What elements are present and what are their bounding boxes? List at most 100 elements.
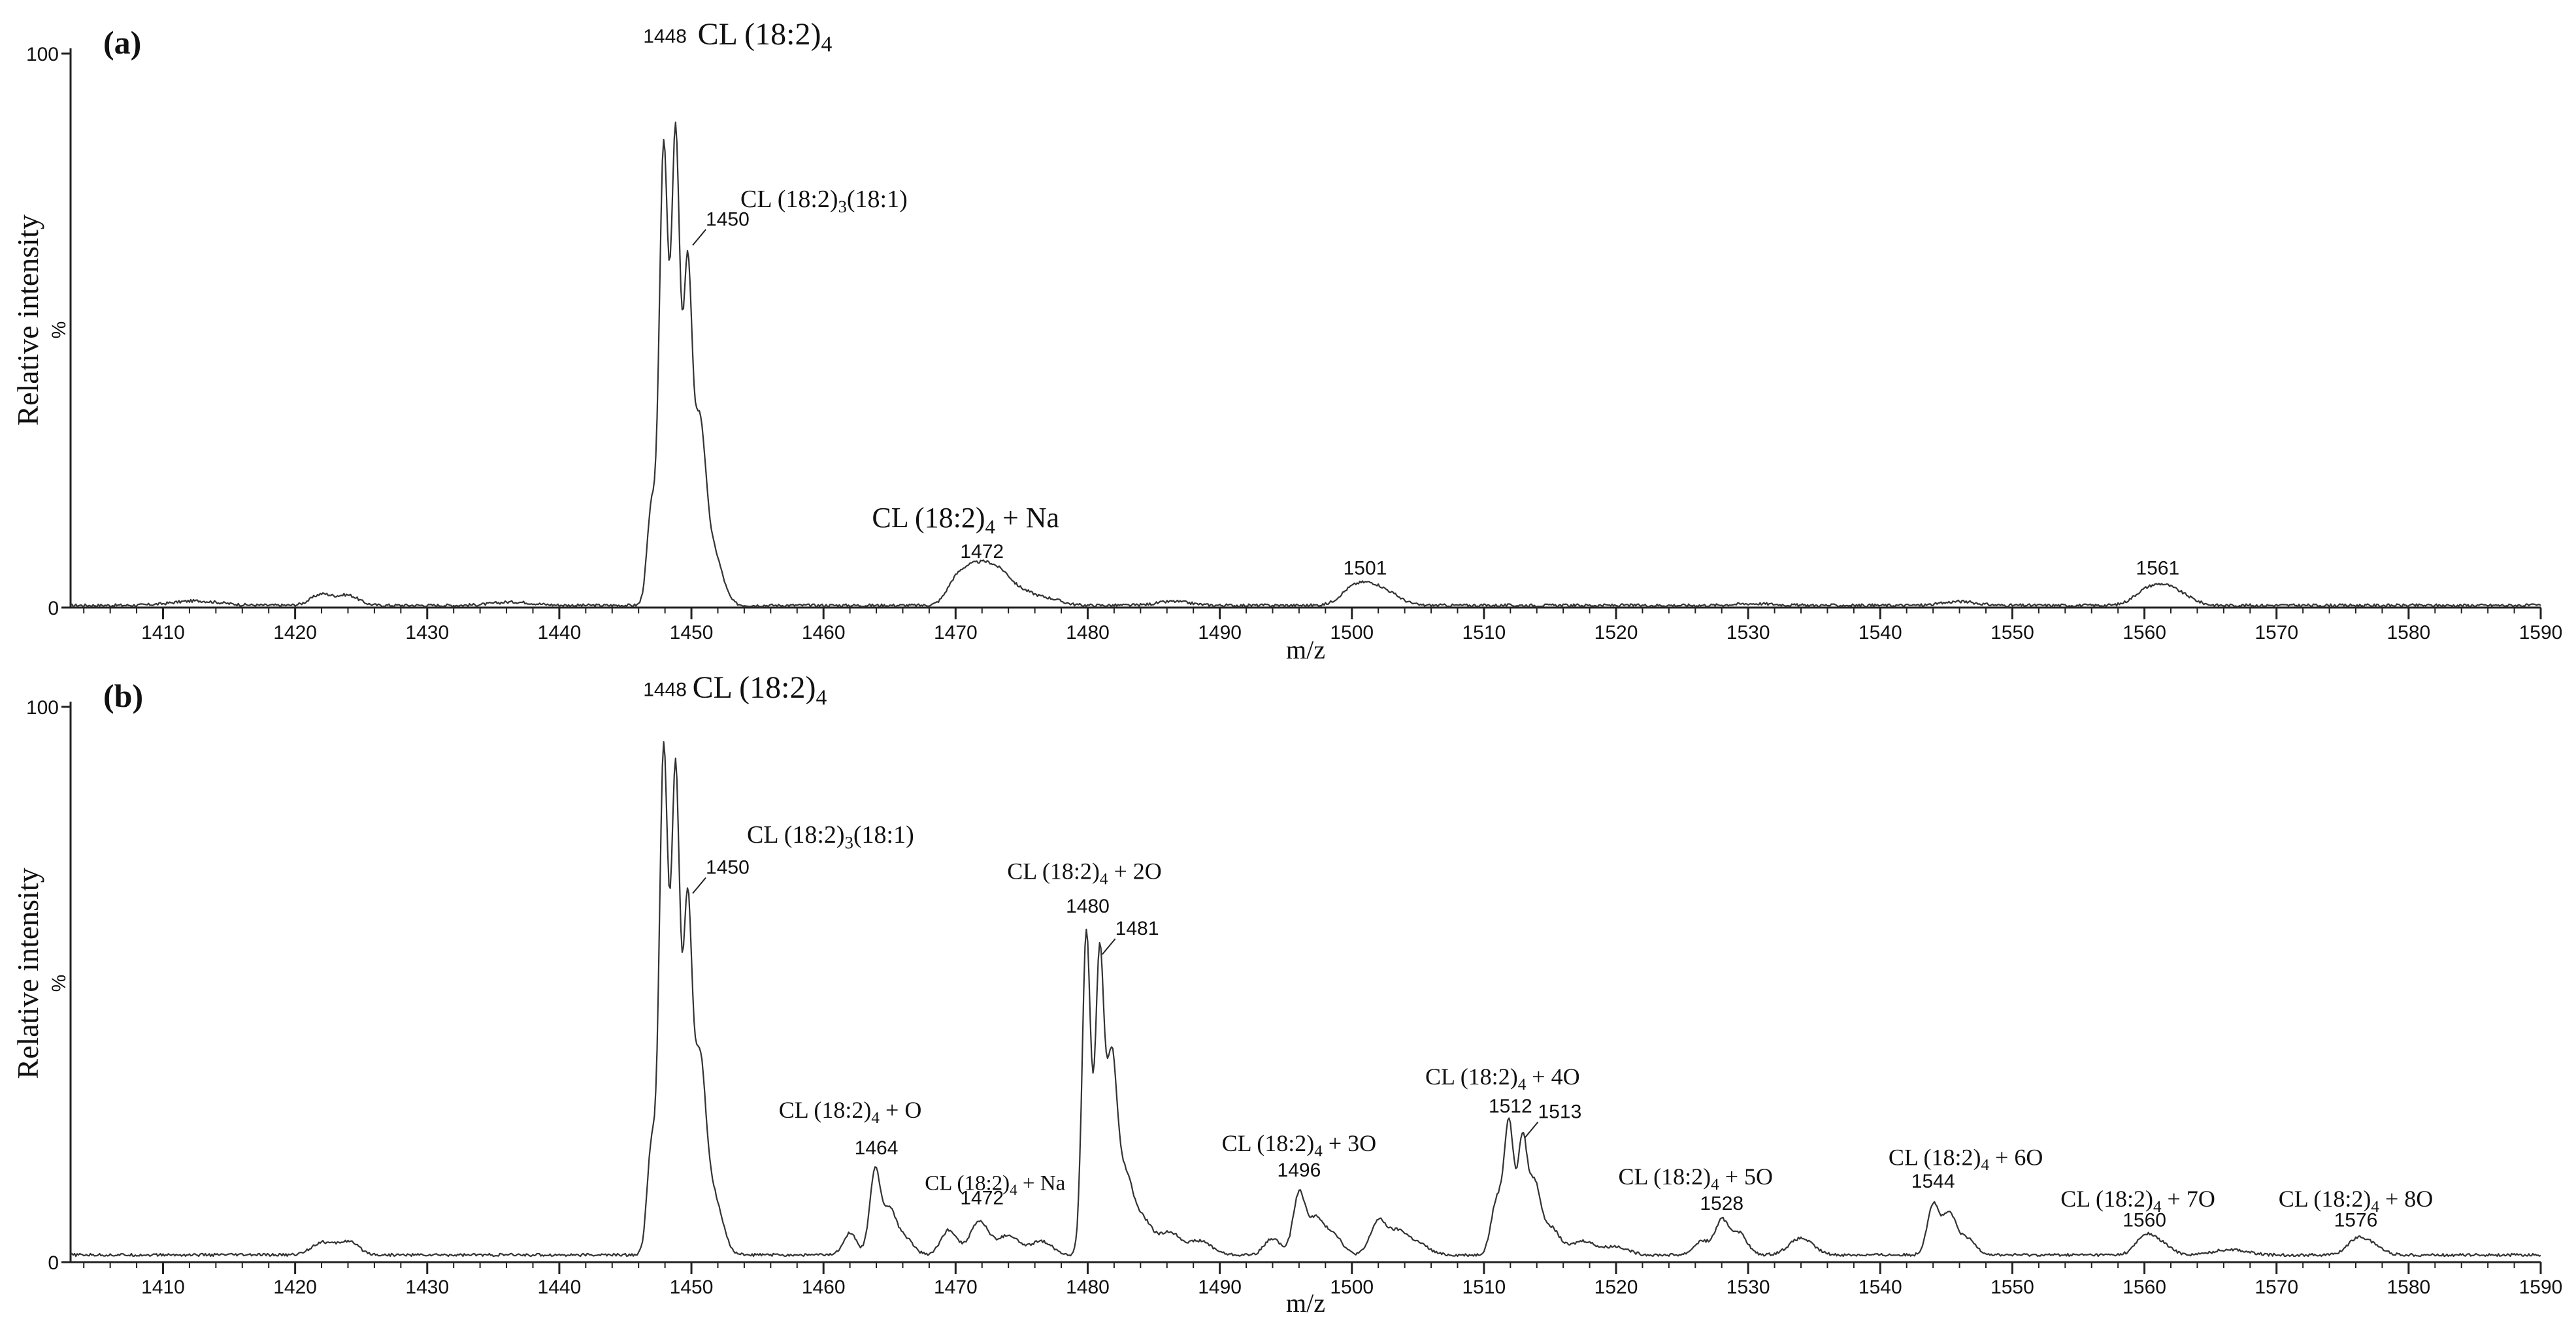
species-annotation-prefix: CL (18:2): [693, 670, 816, 705]
peak-label: 1464: [855, 1137, 899, 1159]
peak-label: 1513: [1538, 1101, 1582, 1123]
species-annotation-subscript: 4: [1010, 1181, 1017, 1198]
y-tick-label: 100: [26, 44, 59, 65]
species-annotation-subscript: 4: [821, 33, 832, 57]
species-annotation-suffix: (18:1): [853, 821, 914, 849]
y-tick-label: 100: [26, 697, 59, 719]
x-tick-label: 1500: [1330, 622, 1374, 643]
species-annotation: CL (18:2)4: [693, 670, 827, 710]
panel-label: (a): [103, 24, 141, 61]
peak-label-leader: [1101, 938, 1116, 955]
peak-label-leader: [692, 229, 706, 246]
species-annotation-prefix: CL (18:2): [1425, 1064, 1518, 1090]
species-annotation-subscript: 4: [1100, 870, 1108, 888]
x-tick-label: 1450: [670, 622, 714, 643]
peak-label-leader: [692, 877, 706, 894]
species-annotation: CL (18:2)4 + Na: [872, 502, 1059, 538]
x-axis-label: m/z: [1286, 1288, 1325, 1318]
peak-label: 1496: [1278, 1160, 1321, 1181]
x-tick-label: 1430: [405, 622, 449, 643]
species-annotation-suffix: + 2O: [1108, 858, 1161, 885]
x-tick-label: 1410: [141, 1277, 185, 1298]
species-annotation-suffix: + 6O: [1989, 1144, 2043, 1170]
y-tick-label: 0: [48, 598, 59, 619]
x-tick-label: 1510: [1462, 1277, 1506, 1298]
x-tick-label: 1430: [405, 1277, 449, 1298]
x-tick-label: 1440: [538, 622, 582, 643]
panel-label: (b): [103, 677, 143, 714]
peak-label: 1512: [1489, 1096, 1532, 1117]
x-tick-label: 1550: [1990, 622, 2034, 643]
species-annotation-subscript: 4: [816, 686, 827, 710]
species-annotation-suffix: + Na: [995, 502, 1059, 534]
x-tick-label: 1500: [1330, 1277, 1374, 1298]
species-annotation-prefix: CL (18:2): [779, 1097, 872, 1123]
species-annotation-prefix: CL (18:2): [1889, 1144, 1981, 1170]
x-tick-label: 1440: [538, 1277, 582, 1298]
species-annotation-subscript: 4: [1981, 1156, 1990, 1174]
peak-label: 1501: [1344, 558, 1387, 579]
species-annotation-suffix: + 8O: [2379, 1186, 2433, 1212]
peak-label: 1450: [706, 208, 750, 230]
x-tick-label: 1420: [273, 1277, 317, 1298]
y-axis-unit: %: [48, 321, 70, 339]
species-annotation-prefix: CL (18:2): [747, 821, 845, 849]
x-axis-label: m/z: [1286, 635, 1325, 664]
x-tick-label: 1590: [2519, 622, 2563, 643]
x-tick-label: 1460: [802, 622, 846, 643]
x-tick-label: 1550: [1990, 1277, 2034, 1298]
species-annotation: CL (18:2)4 + 8O: [2279, 1186, 2434, 1216]
peak-label: 1481: [1115, 918, 1159, 939]
species-annotation-prefix: CL (18:2): [1222, 1130, 1315, 1156]
x-tick-label: 1540: [1858, 1277, 1902, 1298]
y-axis-unit: %: [48, 975, 70, 992]
x-tick-label: 1570: [2254, 622, 2298, 643]
y-axis-label: Relative intensity: [11, 868, 44, 1079]
x-tick-label: 1530: [1726, 622, 1770, 643]
peak-label: 1528: [1700, 1193, 1743, 1214]
x-tick-label: 1420: [273, 622, 317, 643]
spectrum-trace: [70, 122, 2541, 608]
x-tick-label: 1510: [1462, 622, 1506, 643]
y-axis-label: Relative intensity: [11, 214, 44, 425]
x-tick-label: 1580: [2386, 622, 2430, 643]
x-tick-label: 1480: [1066, 622, 1110, 643]
species-annotation-suffix: (18:1): [847, 186, 908, 213]
x-tick-label: 1540: [1858, 622, 1902, 643]
species-annotation-subscript: 4: [1518, 1076, 1527, 1094]
species-annotation: CL (18:2)4 + O: [779, 1097, 922, 1127]
species-annotation-suffix: + 7O: [2162, 1186, 2215, 1212]
x-tick-label: 1490: [1198, 1277, 1242, 1298]
species-annotation-suffix: + O: [880, 1097, 921, 1123]
species-annotation-prefix: CL (18:2): [2279, 1186, 2371, 1212]
x-tick-label: 1410: [141, 622, 185, 643]
species-annotation-subscript: 4: [2153, 1198, 2162, 1216]
x-tick-label: 1520: [1594, 622, 1638, 643]
x-tick-label: 1560: [2122, 622, 2166, 643]
x-tick-label: 1590: [2519, 1277, 2563, 1298]
species-annotation-subscript: 4: [2371, 1198, 2379, 1216]
species-annotation-subscript: 3: [845, 832, 853, 852]
species-annotation-prefix: CL (18:2): [740, 186, 838, 213]
x-tick-label: 1560: [2122, 1277, 2166, 1298]
species-annotation-subscript: 4: [1314, 1143, 1323, 1160]
peak-label: 1448: [643, 679, 687, 701]
species-annotation: CL (18:2)4 + Na: [925, 1172, 1065, 1198]
spectrum-panel-b: (b) 0 100 Relative intensity % 1410 1420 1430 14…: [11, 670, 2562, 1318]
x-tick-label: 1490: [1198, 622, 1242, 643]
species-annotation-subscript: 4: [1711, 1176, 1719, 1194]
species-annotation-suffix: + Na: [1017, 1172, 1066, 1196]
x-tick-label: 1470: [934, 1277, 978, 1298]
species-annotation-prefix: CL (18:2): [1007, 858, 1100, 885]
x-tick-label: 1470: [934, 622, 978, 643]
peak-label: 1450: [706, 857, 750, 879]
peak-label: 1448: [643, 26, 687, 48]
peak-label: 1544: [1911, 1171, 1955, 1192]
species-annotation: CL (18:2)4: [698, 17, 833, 57]
y-tick-label: 0: [48, 1252, 59, 1274]
species-annotation-suffix: + 5O: [1719, 1163, 1773, 1190]
peak-label: 1576: [2334, 1209, 2378, 1231]
species-annotation-prefix: CL (18:2): [698, 17, 821, 52]
species-annotation-subscript: 4: [871, 1109, 880, 1127]
